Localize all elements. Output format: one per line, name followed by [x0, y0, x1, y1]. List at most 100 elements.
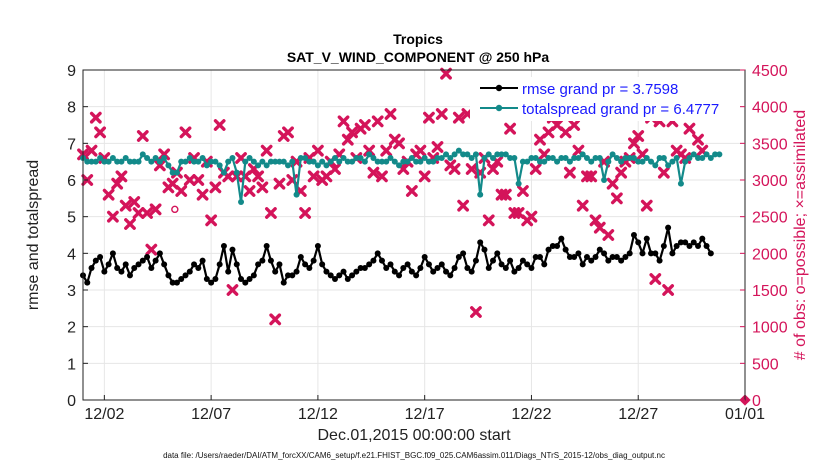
obs-x-stroke [282, 126, 294, 139]
totalspread-point [349, 158, 356, 165]
obs-x-stroke [482, 214, 495, 227]
obs-x-stroke [166, 177, 179, 190]
rmse-point [541, 261, 548, 268]
rmse-point [216, 261, 223, 268]
totalspread-point [699, 155, 706, 161]
chart-subtitle: SAT_V_WIND_COMPONENT @ 250 hPa [287, 49, 550, 65]
rmse-point [238, 276, 245, 282]
totalspread-point [250, 158, 257, 165]
obs-x-stroke [602, 229, 615, 241]
y-right-tick-label: 4500 [752, 63, 788, 80]
obs-x-stroke [572, 144, 585, 157]
rmse-point [660, 243, 667, 249]
y-tick-label: 9 [67, 63, 76, 80]
obs-x-stroke [649, 273, 662, 285]
rmse-point [148, 265, 155, 271]
obs-x-stroke [512, 207, 525, 219]
totalspread-point [178, 158, 185, 165]
totalspread-point [558, 155, 565, 161]
rmse-point [511, 268, 518, 275]
y-right-tick-label: 2500 [752, 210, 788, 227]
totalspread-point [293, 191, 300, 198]
rmse-point [434, 265, 441, 271]
totalspread-point [139, 151, 146, 158]
rmse-point [502, 265, 509, 271]
obs-x-stroke [124, 218, 136, 230]
totalspread-point [88, 158, 95, 165]
obs-series [77, 67, 751, 406]
rmse-point [109, 250, 116, 257]
obs-x-stroke [341, 133, 354, 146]
rmse-point [400, 265, 407, 271]
rmse-point [699, 235, 706, 242]
rmse-point [460, 250, 467, 257]
rmse-point [191, 261, 198, 268]
legend: rmse grand pr = 3.7598 totalspread grand… [470, 77, 740, 121]
obs-assimilated-marker [124, 218, 136, 230]
obs-assimilated-marker [606, 177, 619, 190]
obs-x-stroke [393, 137, 405, 150]
totalspread-point [536, 158, 543, 165]
totalspread-point [92, 158, 99, 165]
totalspread-point [481, 155, 488, 161]
totalspread-point [673, 155, 680, 161]
y-tick-label: 1 [67, 356, 76, 373]
rmse-point [430, 268, 437, 275]
rmse-point [690, 239, 697, 246]
obs-assimilated-marker [85, 144, 98, 157]
obs-assimilated-marker [192, 174, 205, 186]
obs-assimilated-marker [504, 122, 516, 135]
totalspread-point [648, 158, 655, 165]
totalspread-point [353, 155, 360, 161]
obs-x-stroke [640, 199, 653, 212]
rmse-point [464, 265, 471, 271]
totalspread-point [148, 158, 155, 165]
rmse-point [579, 261, 586, 268]
obs-x-stroke [405, 185, 418, 197]
rmse-point [366, 261, 373, 268]
rmse-point [302, 261, 309, 268]
totalspread-point [605, 158, 612, 165]
rmse-point [161, 261, 168, 268]
rmse-point [105, 261, 112, 268]
obs-possible-marker [171, 205, 179, 214]
totalspread-point [357, 155, 364, 161]
rmse-point [677, 239, 684, 246]
x-tick-label: 12/27 [618, 406, 658, 423]
legend-spread-marker [495, 104, 503, 112]
rmse-point [208, 279, 215, 286]
obs-x-stroke [628, 137, 640, 150]
rmse-point [323, 268, 330, 275]
obs-assimilated-marker [563, 166, 576, 179]
rmse-point [481, 246, 488, 253]
rmse-point [212, 276, 219, 282]
obs-assimilated-marker [683, 122, 696, 135]
obs-x-stroke [504, 122, 516, 135]
obs-x-stroke [529, 163, 542, 175]
totalspread-point [238, 199, 245, 205]
rmse-point [515, 265, 522, 271]
obs-x-stroke [111, 177, 124, 190]
totalspread-point [669, 158, 676, 165]
totalspread-point [122, 155, 129, 161]
obs-assimilated-marker [145, 243, 158, 256]
obs-assimilated-marker [457, 199, 470, 212]
obs-x-stroke [346, 126, 358, 139]
totalspread-point [532, 155, 539, 161]
rmse-point [169, 279, 176, 286]
rmse-point [643, 235, 650, 242]
obs-assimilated-marker [141, 207, 153, 219]
rmse-point [285, 272, 292, 279]
rmse-point [562, 246, 569, 253]
obs-assimilated-marker [371, 115, 384, 128]
rmse-point [383, 265, 390, 271]
obs-x-stroke [269, 313, 282, 326]
obs-x-stroke [397, 163, 410, 175]
rmse-point [528, 265, 535, 271]
totalspread-point [340, 155, 347, 161]
obs-assimilated-marker [136, 130, 149, 142]
rmse-point [695, 243, 702, 249]
legend-spread-label: totalspread grand pr = 6.4777 [522, 101, 719, 118]
totalspread-point [366, 151, 373, 158]
rmse-point [588, 257, 595, 264]
